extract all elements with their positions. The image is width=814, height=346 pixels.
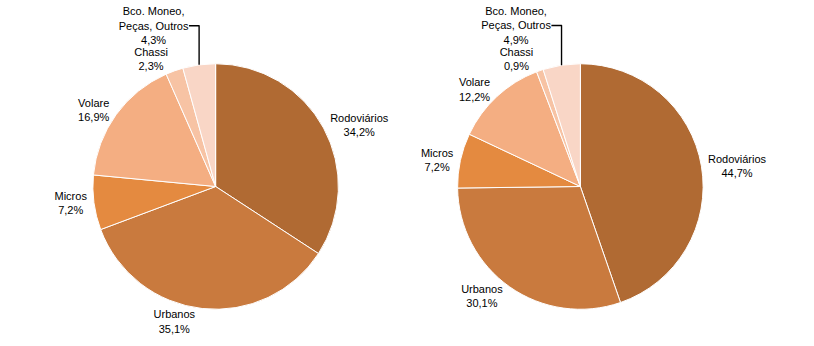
svg-text:Volare16,9%: Volare16,9% [78, 97, 109, 123]
svg-text:Urbanos35,1%: Urbanos35,1% [154, 308, 196, 334]
svg-text:Micros7,2%: Micros7,2% [421, 147, 454, 173]
svg-text:Rodoviários34,2%: Rodoviários34,2% [330, 112, 389, 138]
svg-text:Chassi0,9%: Chassi0,9% [500, 46, 534, 72]
svg-text:Micros7,2%: Micros7,2% [54, 190, 87, 216]
svg-text:Rodoviários44,7%: Rodoviários44,7% [708, 153, 767, 179]
svg-text:Bco. Moneo,Peças, Outros4,3%: Bco. Moneo,Peças, Outros4,3% [119, 5, 189, 46]
svg-text:Urbanos30,1%: Urbanos30,1% [461, 283, 503, 309]
svg-text:Volare12,2%: Volare12,2% [459, 76, 490, 102]
svg-text:Chassi2,3%: Chassi2,3% [134, 46, 168, 72]
svg-text:Bco. Moneo,Peças, Outros4,9%: Bco. Moneo,Peças, Outros4,9% [481, 5, 551, 46]
